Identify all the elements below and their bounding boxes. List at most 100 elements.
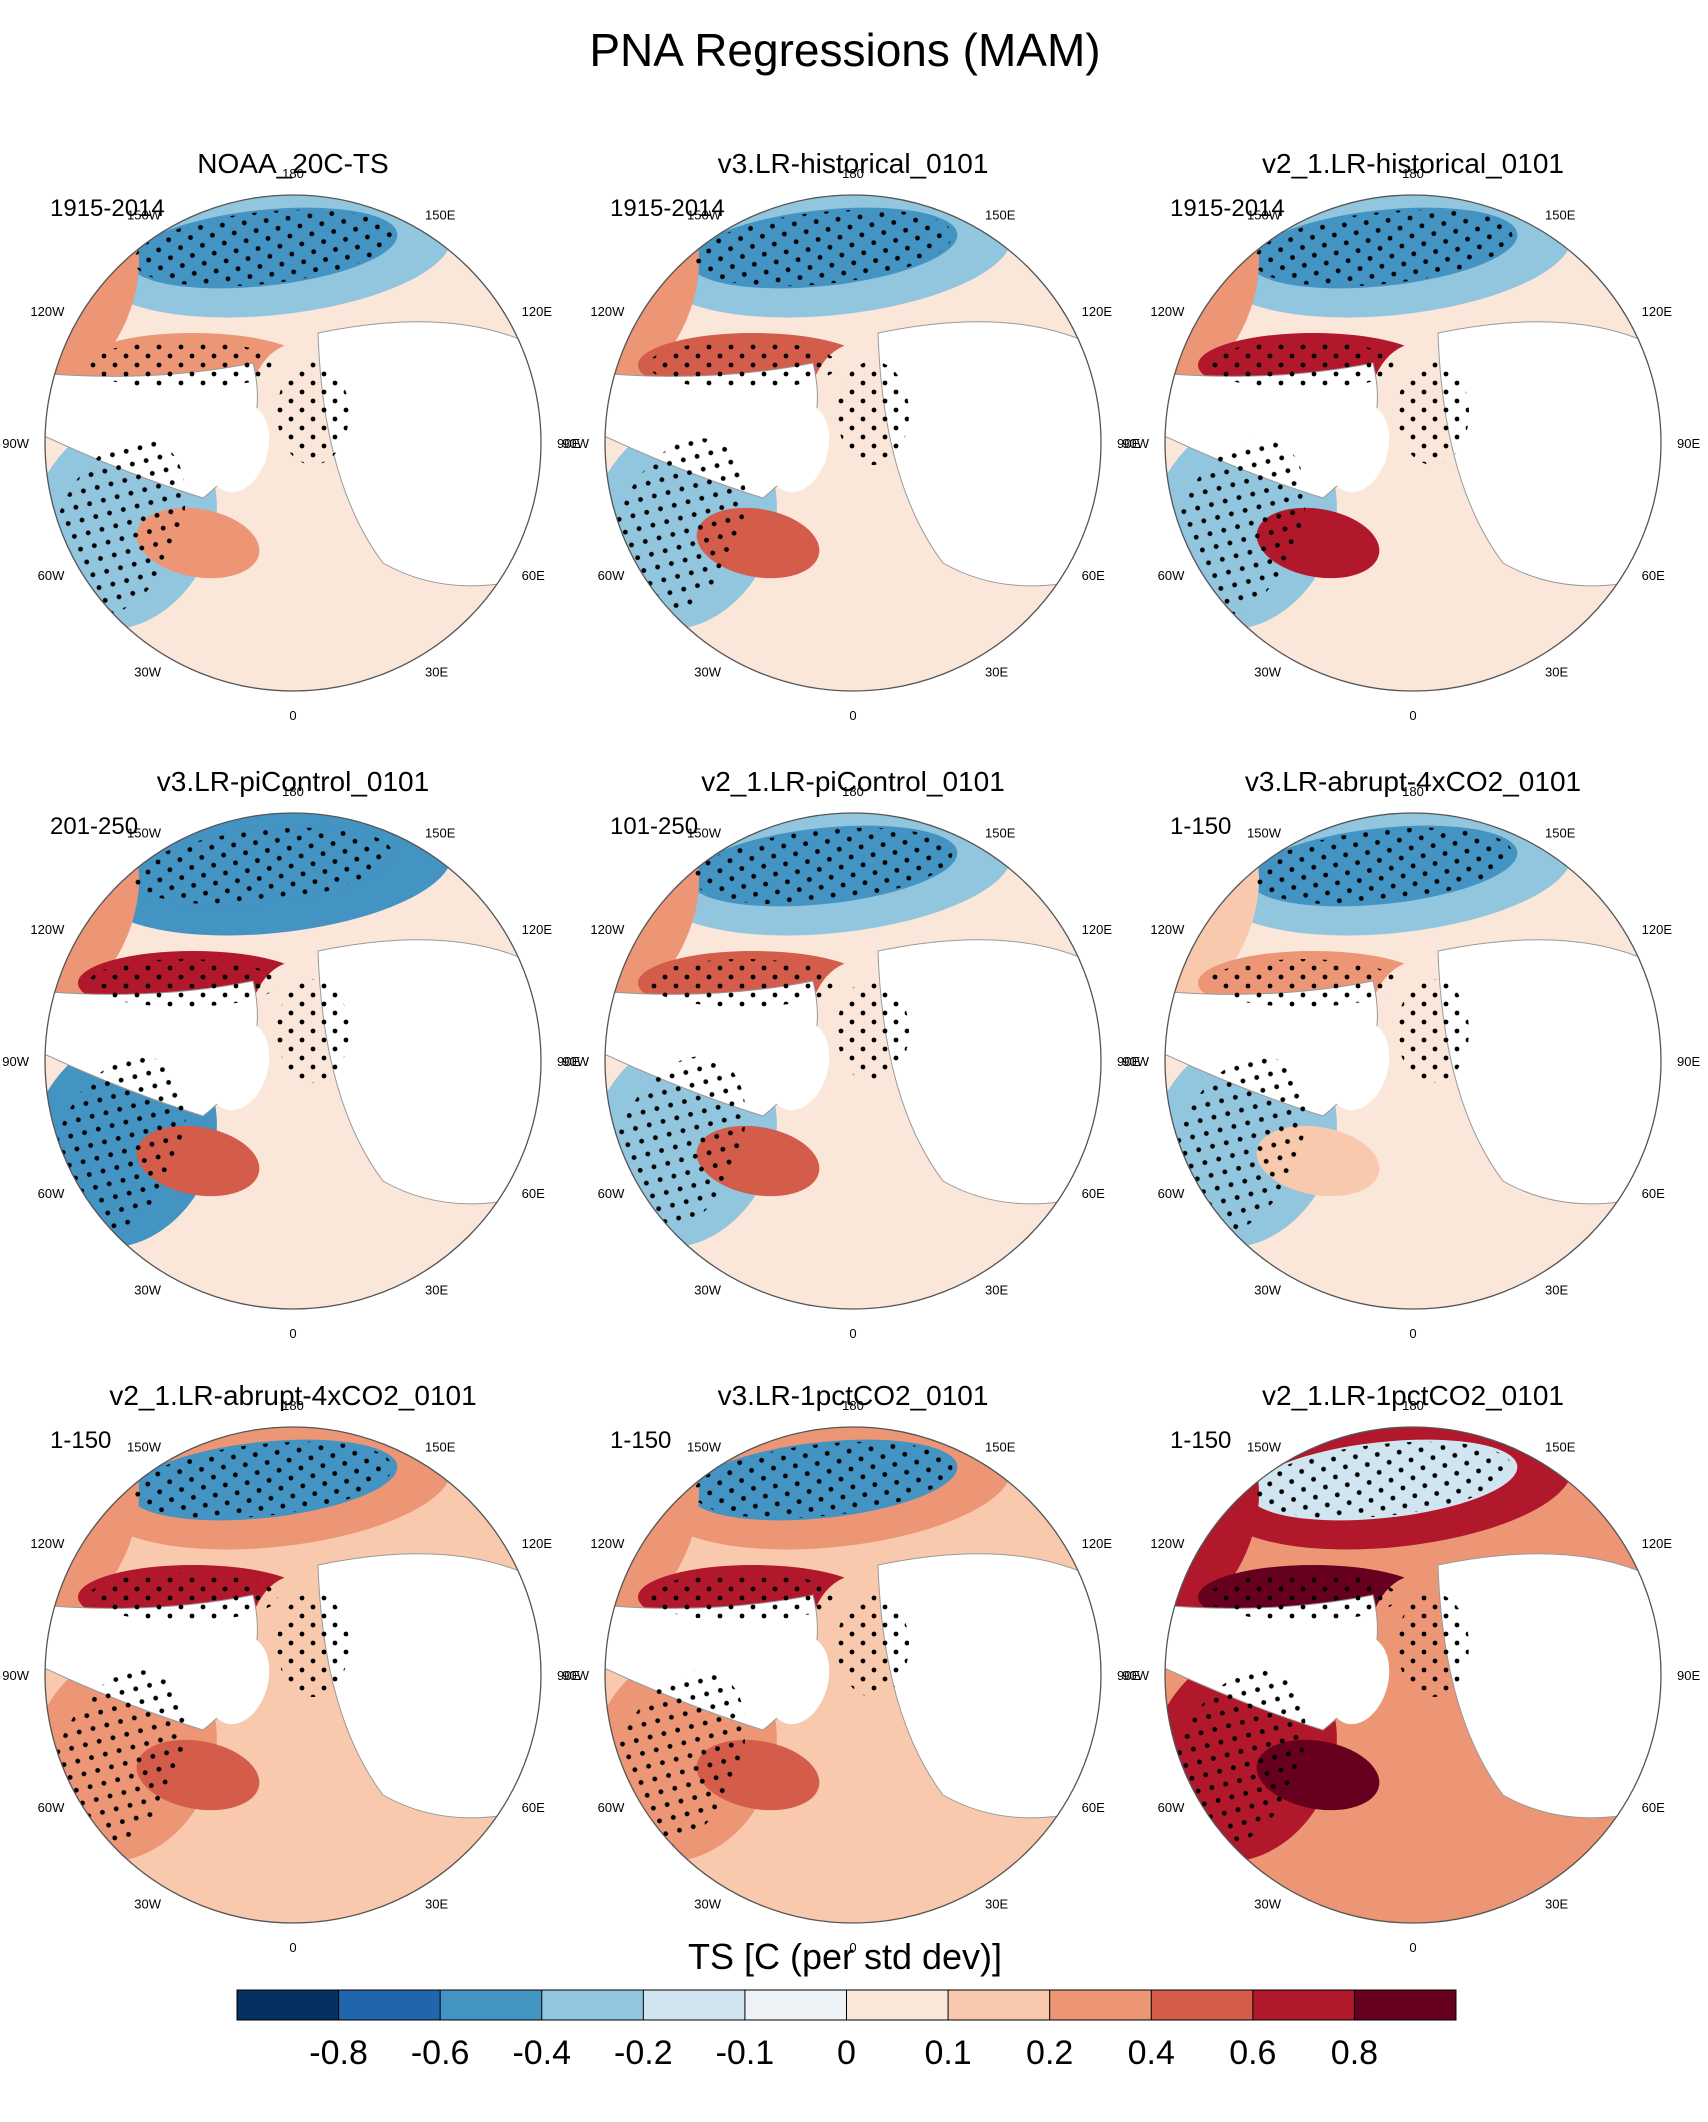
longitude-label: 30W xyxy=(694,1283,721,1298)
longitude-label: 90W xyxy=(2,1054,29,1069)
longitude-label: 180 xyxy=(282,166,304,181)
longitude-label: 0 xyxy=(289,1326,296,1341)
stipple-north-pacific xyxy=(693,827,953,905)
longitude-label: 150W xyxy=(687,825,722,840)
longitude-label: 150E xyxy=(425,1439,456,1454)
longitude-label: 30E xyxy=(425,1283,448,1298)
longitude-label: 60E xyxy=(1642,1186,1665,1201)
longitude-label: 60W xyxy=(38,1186,65,1201)
stipple-arctic xyxy=(277,1593,349,1697)
longitude-label: 0 xyxy=(289,708,296,723)
colorbar-tick-label: 0.6 xyxy=(1229,2034,1276,2072)
longitude-label: 90E xyxy=(1677,1668,1700,1683)
longitude-label: 90E xyxy=(1117,436,1140,451)
stipple-western-canada xyxy=(88,1573,278,1621)
longitude-label: 60E xyxy=(522,568,545,583)
panel-title: v2_1.LR-abrupt-4xCO2_0101 xyxy=(109,1380,476,1411)
greenland-land xyxy=(206,1635,270,1725)
longitude-label: 30W xyxy=(694,1897,721,1912)
longitude-label: 0 xyxy=(1409,1940,1416,1955)
longitude-label: 60W xyxy=(1158,1800,1185,1815)
map-boundary xyxy=(44,812,542,1310)
map-panel-7: v2_1.LR-abrupt-4xCO2_0101 1-150 180 150E 120… xyxy=(2,1380,580,1955)
map-field xyxy=(605,1427,1101,1923)
stipple-north-pacific xyxy=(1253,209,1513,287)
map-panel-4: v3.LR-piControl_0101 201-250 180 150E 120E 90… xyxy=(2,766,580,1341)
colorbar-tick-label: -0.8 xyxy=(309,2034,368,2072)
longitude-label: 150E xyxy=(985,1439,1016,1454)
map-panels: NOAA_20C-TS 1915-2014 180 150E 120E 90E 60E 30E… xyxy=(2,148,1700,1955)
longitude-label: 180 xyxy=(282,1398,304,1413)
longitude-label: 150W xyxy=(127,207,162,222)
longitude-label: 30E xyxy=(1545,665,1568,680)
greenland-land xyxy=(1326,403,1390,493)
longitude-label: 60W xyxy=(598,568,625,583)
longitude-label: 90W xyxy=(562,1054,589,1069)
longitude-label: 120E xyxy=(522,304,553,319)
longitude-label: 60W xyxy=(1158,568,1185,583)
panel-period: 1-150 xyxy=(610,1427,671,1454)
longitude-label: 120E xyxy=(1082,304,1113,319)
longitude-label: 150E xyxy=(1545,207,1576,222)
longitude-label: 30W xyxy=(1254,1897,1281,1912)
longitude-label: 180 xyxy=(842,1398,864,1413)
panel-period: 1915-2014 xyxy=(1170,195,1285,222)
longitude-label: 120W xyxy=(1150,304,1185,319)
longitude-label: 30E xyxy=(985,665,1008,680)
stipple-western-canada xyxy=(88,341,278,389)
longitude-label: 30W xyxy=(1254,1283,1281,1298)
panel-period: 1915-2014 xyxy=(610,195,725,222)
figure-title: PNA Regressions (MAM) xyxy=(589,24,1100,76)
longitude-label: 0 xyxy=(1409,1326,1416,1341)
stipple-western-canada xyxy=(648,1573,838,1621)
longitude-label: 150W xyxy=(687,1439,722,1454)
longitude-label: 60W xyxy=(1158,1186,1185,1201)
colorbar: -0.8 -0.6 -0.4 -0.2 -0.1 0 0.1 0.2 0.4 0.6 0.8 xyxy=(236,1989,1457,2072)
stipple-north-pacific xyxy=(693,209,953,287)
map-field xyxy=(45,195,541,691)
panel-period: 1-150 xyxy=(50,1427,111,1454)
stipple-north-pacific xyxy=(1253,827,1513,905)
panel-title: v2_1.LR-historical_0101 xyxy=(1262,148,1564,179)
map-panel-9: v2_1.LR-1pctCO2_0101 1-150 180 150E 120E 90E 6… xyxy=(1122,1380,1700,1955)
longitude-label: 90W xyxy=(562,1668,589,1683)
eurasia-land xyxy=(877,321,1101,587)
longitude-label: 150W xyxy=(687,207,722,222)
colorbar-swatch xyxy=(1151,1990,1254,2020)
longitude-label: 60E xyxy=(522,1800,545,1815)
map-field xyxy=(45,813,541,1309)
colorbar-swatch xyxy=(541,1990,644,2020)
panel-title: v3.LR-abrupt-4xCO2_0101 xyxy=(1245,766,1581,797)
stipple-atlantic xyxy=(50,1670,186,1850)
colorbar-tick-label: -0.2 xyxy=(614,2034,673,2072)
significance-stippling xyxy=(50,209,393,618)
colorbar-tick-label: 0 xyxy=(837,2034,856,2072)
panel-period: 101-250 xyxy=(610,813,698,840)
longitude-label: 0 xyxy=(849,708,856,723)
stipple-arctic xyxy=(1397,361,1469,465)
map-panel-3: v2_1.LR-historical_0101 1915-2014 180 150E 1… xyxy=(1122,148,1700,723)
significance-stippling xyxy=(50,827,393,1236)
map-field xyxy=(1165,1427,1661,1923)
stipple-arctic xyxy=(1397,979,1469,1083)
longitude-label: 30E xyxy=(425,665,448,680)
longitude-label: 90W xyxy=(2,436,29,451)
significance-stippling xyxy=(610,827,953,1236)
colorbar-swatch xyxy=(948,1990,1051,2020)
longitude-label: 60W xyxy=(38,568,65,583)
eurasia-land xyxy=(317,321,541,587)
longitude-label: 150E xyxy=(425,207,456,222)
stipple-atlantic xyxy=(1170,438,1306,618)
longitude-label: 30E xyxy=(1545,1283,1568,1298)
stipple-atlantic xyxy=(1170,1056,1306,1236)
longitude-label: 90E xyxy=(1117,1668,1140,1683)
stipple-atlantic xyxy=(610,1670,746,1850)
colorbar-swatch xyxy=(643,1990,746,2020)
longitude-label: 120W xyxy=(1150,922,1185,937)
panel-period: 1-150 xyxy=(1170,813,1231,840)
longitude-label: 120W xyxy=(590,304,625,319)
panel-period: 1915-2014 xyxy=(50,195,165,222)
stipple-north-pacific xyxy=(1253,1441,1513,1519)
